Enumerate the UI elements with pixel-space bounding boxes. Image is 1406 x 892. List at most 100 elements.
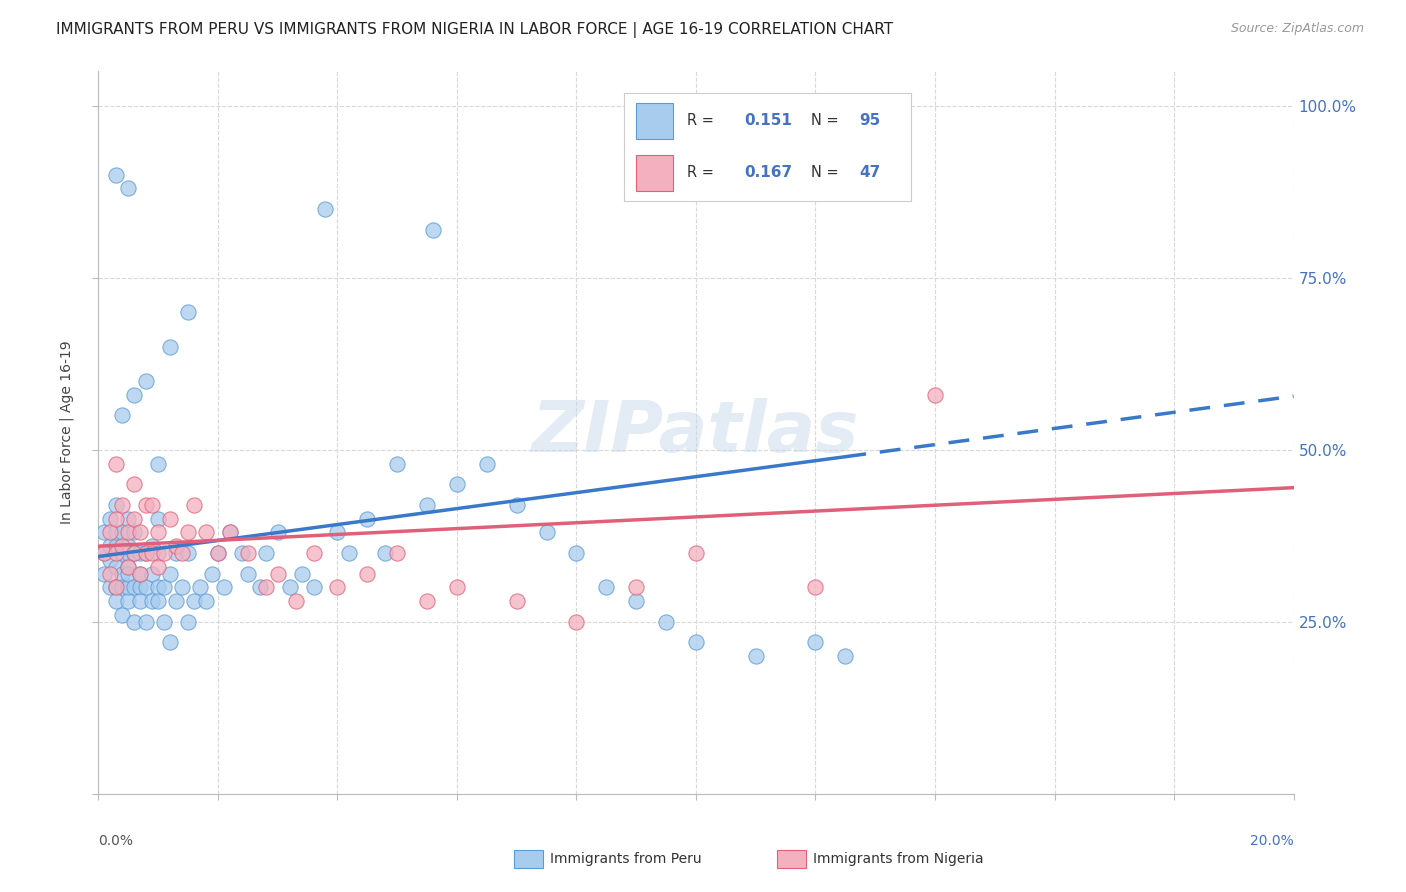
- Point: [105, 559, 128, 574]
- Point: [416, 498, 439, 512]
- Point: [177, 305, 200, 319]
- Point: [98, 581, 122, 595]
- Point: [105, 525, 128, 540]
- Point: [141, 539, 163, 553]
- Y-axis label: In Labor Force | Age 16-19: In Labor Force | Age 16-19: [59, 341, 75, 524]
- Point: [105, 498, 128, 512]
- Point: [117, 546, 139, 560]
- Point: [201, 566, 224, 581]
- Point: [655, 615, 678, 629]
- Point: [117, 525, 139, 540]
- Point: [446, 581, 468, 595]
- Point: [236, 566, 259, 581]
- Point: [148, 525, 170, 540]
- Point: [302, 581, 325, 595]
- Point: [385, 546, 409, 560]
- Point: [148, 546, 170, 560]
- Point: [188, 581, 211, 595]
- Point: [416, 594, 439, 608]
- Point: [129, 525, 152, 540]
- Point: [804, 635, 827, 649]
- Point: [219, 525, 242, 540]
- Point: [129, 546, 152, 560]
- Point: [98, 553, 122, 567]
- Point: [111, 525, 134, 540]
- Point: [177, 615, 200, 629]
- Point: [249, 581, 271, 595]
- Point: [93, 546, 115, 560]
- Point: [207, 546, 229, 560]
- Point: [165, 546, 187, 560]
- Point: [422, 222, 444, 236]
- Point: [219, 525, 242, 540]
- Point: [924, 388, 946, 402]
- Point: [374, 546, 396, 560]
- Point: [129, 594, 152, 608]
- Point: [183, 498, 205, 512]
- Point: [326, 581, 349, 595]
- Point: [254, 546, 277, 560]
- Point: [745, 649, 768, 664]
- Point: [111, 498, 134, 512]
- Point: [685, 546, 707, 560]
- Point: [153, 546, 176, 560]
- Point: [141, 566, 163, 581]
- Point: [506, 498, 529, 512]
- Point: [124, 525, 146, 540]
- Point: [141, 546, 163, 560]
- Point: [117, 511, 139, 525]
- Point: [98, 539, 122, 553]
- Point: [626, 594, 648, 608]
- Point: [135, 581, 157, 595]
- Text: Source: ZipAtlas.com: Source: ZipAtlas.com: [1230, 22, 1364, 36]
- Point: [231, 546, 253, 560]
- Point: [148, 581, 170, 595]
- Point: [105, 546, 128, 560]
- Point: [135, 498, 157, 512]
- Point: [117, 581, 139, 595]
- Point: [105, 539, 128, 553]
- FancyBboxPatch shape: [515, 850, 543, 868]
- Point: [111, 566, 134, 581]
- Point: [212, 581, 235, 595]
- Point: [183, 594, 205, 608]
- Point: [267, 566, 290, 581]
- Point: [105, 581, 128, 595]
- Point: [177, 546, 200, 560]
- Point: [129, 566, 152, 581]
- Point: [148, 559, 170, 574]
- Text: IMMIGRANTS FROM PERU VS IMMIGRANTS FROM NIGERIA IN LABOR FORCE | AGE 16-19 CORRE: IMMIGRANTS FROM PERU VS IMMIGRANTS FROM …: [56, 22, 893, 38]
- Point: [172, 581, 194, 595]
- Point: [236, 546, 259, 560]
- Point: [565, 615, 588, 629]
- Point: [124, 581, 146, 595]
- Point: [148, 457, 170, 471]
- Point: [135, 615, 157, 629]
- Point: [834, 649, 856, 664]
- Point: [124, 477, 146, 491]
- Point: [105, 581, 128, 595]
- Point: [117, 559, 139, 574]
- Point: [124, 546, 146, 560]
- Point: [177, 525, 200, 540]
- Point: [135, 546, 157, 560]
- Point: [117, 594, 139, 608]
- Point: [685, 635, 707, 649]
- Point: [124, 546, 146, 560]
- Point: [506, 594, 529, 608]
- Point: [117, 566, 139, 581]
- Point: [98, 511, 122, 525]
- Point: [302, 546, 325, 560]
- Text: Immigrants from Nigeria: Immigrants from Nigeria: [813, 852, 984, 866]
- Point: [148, 594, 170, 608]
- Point: [93, 546, 115, 560]
- Point: [93, 566, 115, 581]
- Point: [117, 181, 139, 195]
- Point: [159, 511, 181, 525]
- Point: [804, 581, 827, 595]
- Point: [93, 525, 115, 540]
- Point: [356, 566, 378, 581]
- Text: ZIPatlas: ZIPatlas: [533, 398, 859, 467]
- Point: [124, 388, 146, 402]
- Point: [135, 374, 157, 388]
